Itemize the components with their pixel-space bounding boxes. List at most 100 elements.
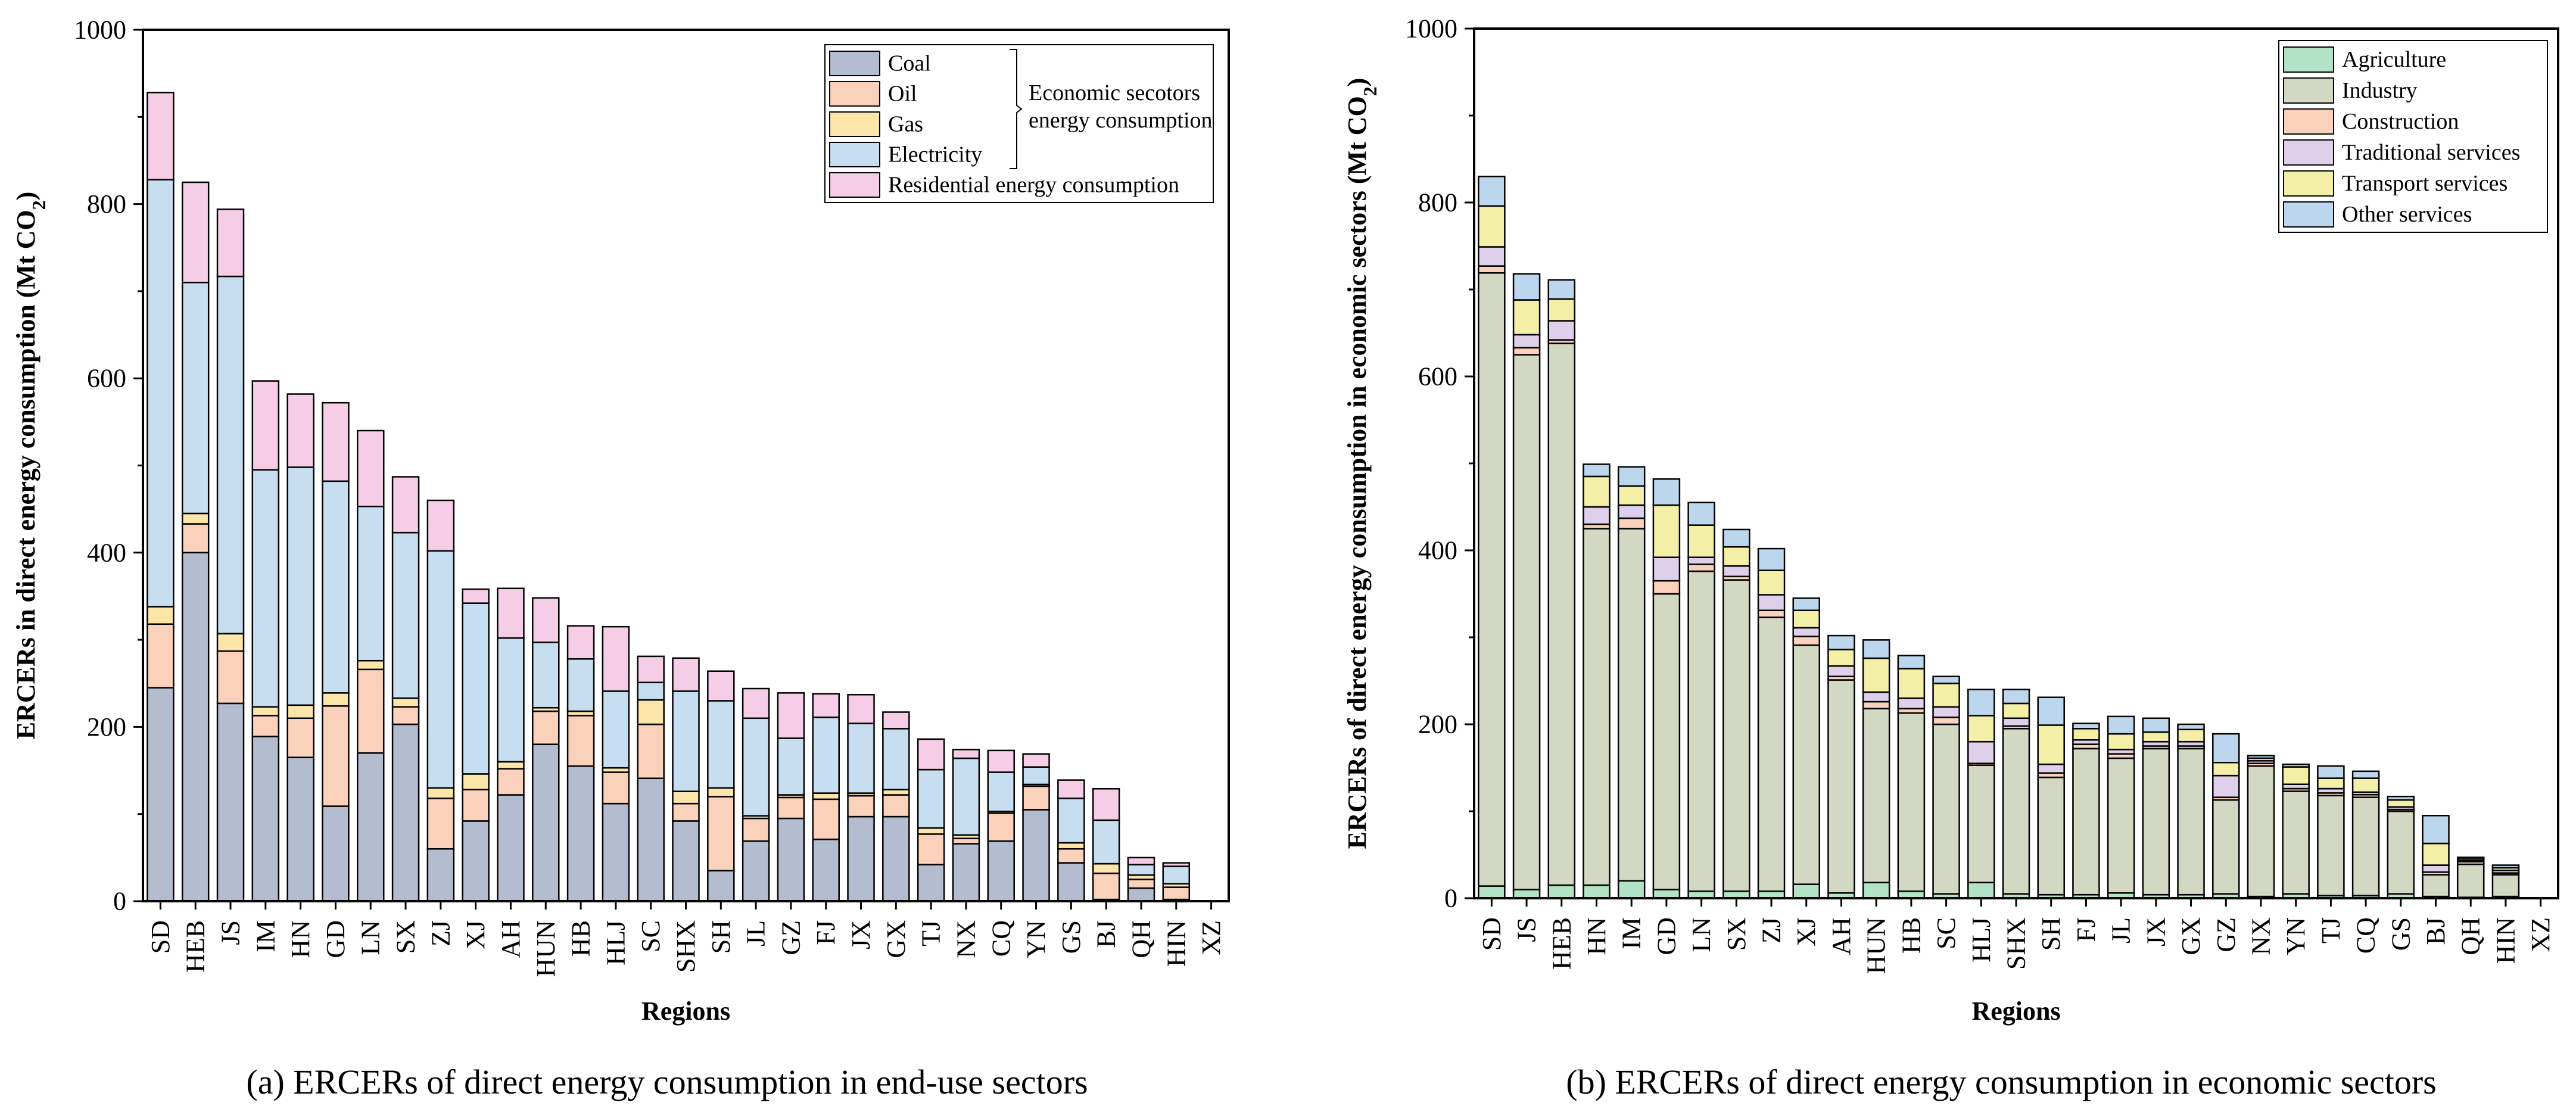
legend-label: Industry (2342, 78, 2418, 103)
bar-gs-electricity (1057, 798, 1085, 844)
bar-sd-oil (147, 623, 175, 689)
bar-zj-construction (1757, 609, 1786, 618)
bar-hb-other-services (1897, 655, 1926, 669)
bar-ln-transport-services (1687, 524, 1715, 558)
bar-jx-residential-energy-consumption (847, 694, 875, 724)
bar-hn-gas (286, 704, 314, 720)
bar-cq-transport-services (2351, 777, 2380, 793)
bar-heb-traditional-services (1547, 320, 1576, 341)
bar-sh-electricity (707, 700, 735, 789)
y-axis-title-subscript: 2 (28, 200, 49, 210)
bar-hun-coal (532, 743, 560, 902)
bar-sd-electricity (147, 179, 175, 608)
bar-zj-industry (1757, 616, 1786, 892)
legend-swatch-oil (829, 81, 880, 107)
bar-zj-residential-energy-consumption (426, 499, 455, 552)
legend-swatch-electricity (829, 142, 880, 167)
panel-caption: (b) ERCERs of direct energy consumption … (1566, 1063, 2437, 1101)
bar-bj-traditional-services (2422, 864, 2450, 873)
bar-sc-residential-energy-consumption (637, 655, 665, 684)
bar-ah-transport-services (1827, 649, 1855, 667)
bar-heb-oil (181, 523, 210, 554)
bar-hun-other-services (1862, 639, 1890, 659)
bar-jx-industry (2142, 748, 2170, 896)
legend-box (824, 44, 1214, 203)
bar-gd-industry (1652, 593, 1681, 890)
legend-swatch-traditional-services (2283, 139, 2334, 166)
bar-heb-other-services (1547, 279, 1576, 300)
x-tick-label: XZ (2526, 917, 2555, 952)
y-axis-title-close: ) (11, 192, 41, 201)
x-tick-label: IM (251, 920, 280, 952)
bar-sh-residential-energy-consumption (707, 670, 735, 702)
bar-gd-transport-services (1652, 504, 1681, 558)
y-tick-label: 200 (87, 712, 126, 742)
bar-shx-oil (672, 802, 700, 822)
bar-xj-agriculture (1792, 883, 1820, 899)
bar-yn-transport-services (2282, 766, 2310, 785)
legend-swatch-agriculture (2283, 46, 2334, 73)
bar-sc-coal (637, 777, 665, 902)
bar-jx-electricity (847, 723, 875, 794)
bar-sc-traditional-services (1932, 706, 1960, 718)
bar-js-residential-energy-consumption (216, 208, 245, 278)
bar-hlj-traditional-services (1967, 740, 1995, 764)
bar-xj-oil (462, 789, 490, 822)
bar-sd-gas (147, 606, 175, 625)
bar-fj-residential-energy-consumption (812, 693, 840, 718)
bar-hun-traditional-services (1862, 691, 1890, 703)
bar-bj-industry (2422, 874, 2450, 898)
bar-tj-gas (917, 827, 945, 835)
bar-sd-agriculture (1478, 885, 1506, 899)
x-tick-label: SD (1477, 917, 1506, 951)
bar-xj-transport-services (1792, 609, 1820, 629)
y-axis-title-text: ERCERs of direct energy consumption in e… (1342, 96, 1372, 849)
x-tick-label: YN (2281, 917, 2310, 955)
bar-fj-oil (812, 798, 840, 840)
bar-fj-gas (812, 792, 840, 801)
bar-ln-electricity (356, 506, 385, 662)
bar-gd-traditional-services (1652, 556, 1681, 582)
bar-sh-traditional-services (2037, 763, 2065, 774)
bar-ah-residential-energy-consumption (497, 587, 525, 639)
bar-hlj-industry (1967, 764, 1995, 883)
bar-js-construction (1512, 347, 1541, 356)
legend-label: Agriculture (2342, 47, 2446, 72)
bar-hin-electricity (1162, 865, 1191, 885)
y-axis-title: ERCERs in direct energy consumption (Mt … (11, 192, 49, 740)
bar-js-electricity (216, 275, 245, 635)
bar-hlj-electricity (602, 690, 630, 769)
legend-brace-label-line2: energy consumption (1029, 108, 1213, 133)
bar-heb-gas (181, 512, 210, 525)
bar-hn-coal (286, 756, 314, 902)
bar-qh-residential-energy-consumption (1127, 857, 1155, 865)
bar-nx-other-services (2247, 755, 2275, 759)
legend-label: Construction (2342, 109, 2459, 134)
x-tick-label: HN (1582, 917, 1611, 955)
bar-ah-electricity (497, 637, 525, 763)
bar-im-oil (251, 715, 280, 737)
bar-gs-coal (1057, 862, 1085, 902)
bar-gd-coal (322, 805, 350, 902)
bar-cq-residential-energy-consumption (987, 749, 1016, 773)
bar-gx-gas (882, 789, 910, 796)
bar-qh-electricity (1127, 864, 1155, 876)
bar-fj-other-services (2072, 723, 2100, 730)
bar-cq-oil (987, 812, 1016, 842)
bar-hn-traditional-services (1583, 506, 1611, 525)
y-tick-label: 600 (1418, 362, 1457, 391)
bar-yn-electricity (1022, 766, 1050, 786)
bar-gs-gas (1057, 842, 1085, 850)
bar-qh-industry (2456, 863, 2485, 898)
legend-swatch-residential-energy-consumption (829, 172, 880, 198)
bar-gd-agriculture (1652, 889, 1681, 899)
bar-bj-other-services (2422, 815, 2450, 845)
bar-gx-oil (882, 794, 910, 818)
x-tick-label: HB (566, 920, 596, 957)
bar-sc-gas (637, 699, 665, 725)
x-tick-label: XJ (1792, 917, 1821, 946)
bar-cq-industry (2351, 796, 2380, 896)
x-tick-label: HIN (1161, 920, 1191, 967)
x-tick-label: AH (496, 920, 525, 958)
x-tick-label: SC (1932, 917, 1961, 949)
